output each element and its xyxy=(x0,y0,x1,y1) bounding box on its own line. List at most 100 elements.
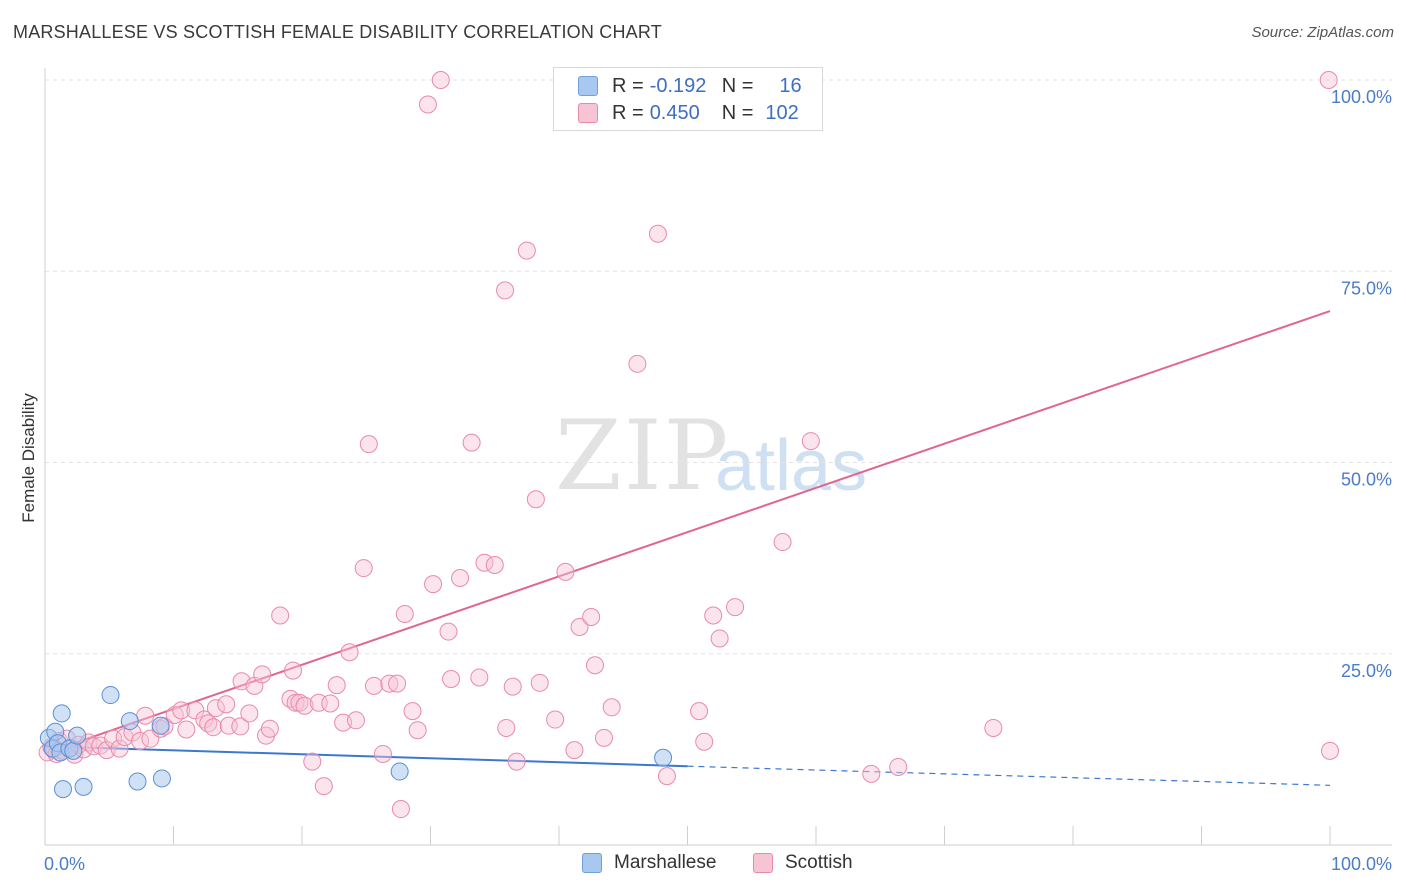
point-scottish xyxy=(470,668,489,687)
point-scottish xyxy=(260,719,279,738)
point-marshallese xyxy=(74,777,93,796)
tick-labels: 25.0% 50.0% 75.0% 100.0% 0.0% 100.0% xyxy=(44,87,1392,874)
point-scottish xyxy=(565,741,584,760)
point-scottish xyxy=(314,777,333,796)
point-scottish xyxy=(556,562,575,581)
legend-label-marshallese: Marshallese xyxy=(614,852,717,873)
point-scottish xyxy=(496,281,515,300)
data-points xyxy=(38,71,1339,819)
r-label: R = xyxy=(612,101,644,124)
r-value-scottish: 0.450 xyxy=(649,101,700,124)
point-scottish xyxy=(424,575,443,594)
point-scottish xyxy=(726,598,745,617)
point-scottish xyxy=(321,694,340,713)
legend-swatch-marshallese xyxy=(582,853,602,873)
chart-title: MARSHALLESE VS SCOTTISH FEMALE DISABILIT… xyxy=(13,22,662,42)
n-value-scottish: 102 xyxy=(765,101,799,124)
point-scottish xyxy=(206,699,225,718)
point-scottish xyxy=(526,490,545,509)
point-scottish xyxy=(354,559,373,578)
point-scottish xyxy=(395,604,414,623)
trend-lines xyxy=(44,310,1331,786)
y-tick-label: 50.0% xyxy=(1341,470,1392,490)
r-label: R = xyxy=(612,74,644,97)
point-scottish xyxy=(451,569,470,588)
point-scottish xyxy=(346,711,365,730)
y-tick-label: 25.0% xyxy=(1341,661,1392,681)
legend-swatch-scottish xyxy=(753,853,773,873)
legend-swatch-scottish xyxy=(578,103,598,123)
point-scottish xyxy=(104,729,123,748)
point-scottish xyxy=(303,752,322,771)
point-scottish xyxy=(497,718,516,737)
x-tick-label: 100.0% xyxy=(1331,854,1392,874)
point-marshallese xyxy=(151,716,170,735)
legend-item-scottish[interactable]: Scottish xyxy=(753,852,853,874)
point-marshallese xyxy=(390,762,409,781)
point-scottish xyxy=(690,702,709,721)
point-scottish xyxy=(391,800,410,819)
point-scottish xyxy=(364,676,383,695)
point-scottish xyxy=(889,757,908,776)
point-scottish xyxy=(327,676,346,695)
point-scottish xyxy=(657,767,676,786)
point-scottish xyxy=(290,693,309,712)
point-scottish xyxy=(165,705,184,724)
point-scottish xyxy=(359,435,378,454)
legend-item-marshallese[interactable]: Marshallese xyxy=(582,852,716,874)
point-scottish xyxy=(373,744,392,763)
legend-label-scottish: Scottish xyxy=(785,852,853,873)
point-scottish xyxy=(773,533,792,552)
trend-line-scottish xyxy=(44,310,1331,755)
point-scottish xyxy=(570,617,589,636)
point-scottish xyxy=(380,674,399,693)
point-scottish xyxy=(403,702,422,721)
point-marshallese xyxy=(68,726,87,745)
legend-swatch-marshallese xyxy=(578,76,598,96)
point-scottish xyxy=(172,701,191,720)
source-attribution: Source: ZipAtlas.com xyxy=(1251,24,1394,41)
point-scottish xyxy=(485,556,504,575)
gridlines xyxy=(45,79,1392,655)
point-scottish xyxy=(530,673,549,692)
point-scottish xyxy=(186,701,205,720)
point-marshallese xyxy=(53,780,72,799)
trend-line-marshallese xyxy=(44,745,688,768)
y-tick-label: 100.0% xyxy=(1331,87,1392,107)
point-scottish xyxy=(388,674,407,693)
axes xyxy=(44,68,1392,846)
y-tick-label: 75.0% xyxy=(1341,278,1392,298)
point-scottish xyxy=(295,696,314,715)
r-value-marshallese: -0.192 xyxy=(649,74,707,97)
point-scottish xyxy=(517,241,536,260)
point-scottish xyxy=(110,739,129,758)
point-marshallese xyxy=(128,772,147,791)
point-scottish xyxy=(582,608,601,627)
point-scottish xyxy=(503,677,522,696)
point-scottish xyxy=(862,764,881,783)
point-scottish xyxy=(602,698,621,717)
point-scottish xyxy=(271,606,290,625)
point-scottish xyxy=(648,224,667,243)
point-scottish xyxy=(284,661,303,680)
point-marshallese xyxy=(101,686,120,705)
watermark-zip: ZIP xyxy=(555,400,731,512)
point-scottish xyxy=(507,752,526,771)
point-scottish xyxy=(1321,741,1339,760)
n-label: N = xyxy=(721,101,754,124)
point-marshallese xyxy=(64,741,83,760)
point-scottish xyxy=(546,710,565,729)
point-scottish xyxy=(801,432,820,451)
n-value-marshallese: 16 xyxy=(779,74,802,97)
correlation-legend: R = -0.192 N = 16 R = 0.450 N = 102 xyxy=(553,67,823,131)
point-scottish xyxy=(204,718,223,737)
point-marshallese xyxy=(654,748,673,767)
point-scottish xyxy=(340,643,359,662)
point-scottish xyxy=(408,721,427,740)
point-scottish xyxy=(217,695,236,714)
point-scottish xyxy=(1319,71,1338,89)
point-scottish xyxy=(695,732,714,751)
point-scottish xyxy=(704,606,723,625)
point-scottish xyxy=(628,354,647,373)
